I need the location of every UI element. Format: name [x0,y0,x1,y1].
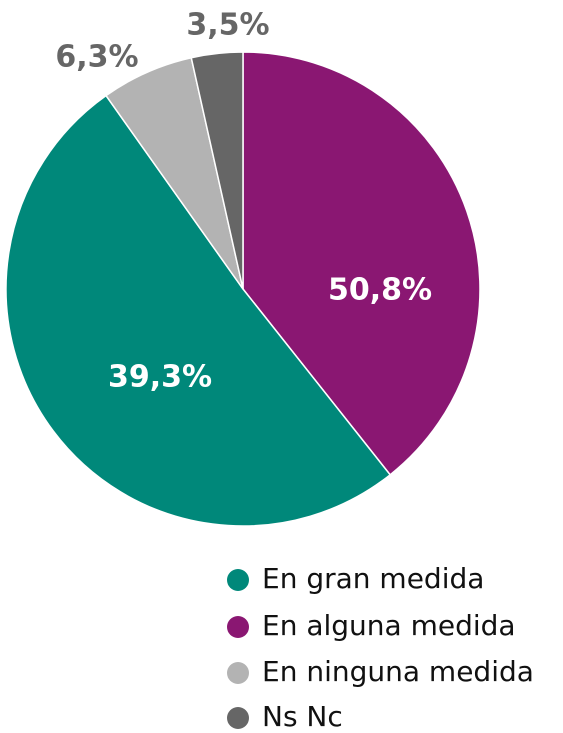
pie-slice [5,94,392,527]
legend-swatch [227,616,249,638]
pie-slice [190,51,244,290]
legend-label: Ns Nc [262,700,343,733]
legend-swatch [227,662,249,684]
legend-label: En gran medida [262,562,484,595]
pie-slice [242,51,481,476]
legend-swatch [227,569,249,591]
value-label: 3,5% [186,8,269,43]
value-label: 6,3% [55,40,138,75]
legend-label: En ninguna medida [262,655,534,688]
value-label: 50,8% [328,273,432,308]
legend-swatch [227,707,249,729]
legend-label: En alguna medida [262,609,516,642]
value-label: 39,3% [108,360,212,395]
